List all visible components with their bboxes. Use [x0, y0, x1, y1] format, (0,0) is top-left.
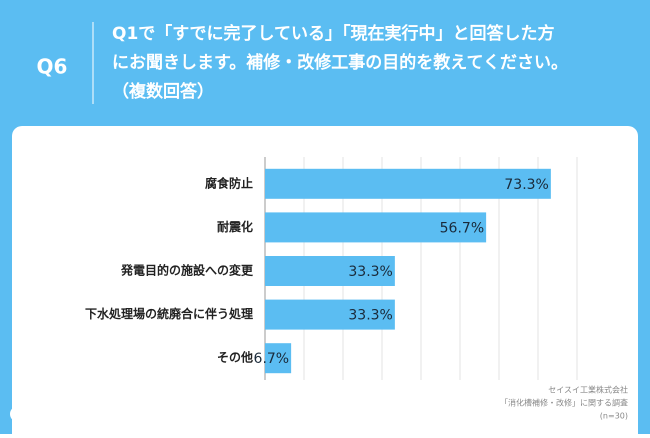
category-label: 腐食防止: [205, 175, 253, 190]
value-label: 33.3%: [348, 264, 392, 280]
title-line: （複数回答）: [112, 81, 214, 102]
value-label: 6.7%: [254, 351, 290, 367]
source: セイスイ工業株式会社「消化槽補修・改修」に関する調査 (n=30): [500, 385, 628, 421]
bar: [265, 299, 395, 330]
value-label: 56.7%: [440, 220, 484, 236]
source-line: (n=30): [600, 412, 628, 421]
source-line: 「消化槽補修・改修」に関する調査: [500, 398, 628, 408]
category-label: 下水処理場の統廃合に伴う処理: [85, 306, 253, 321]
category-label: その他: [217, 350, 253, 365]
value-label: 33.3%: [348, 308, 392, 324]
category-label: 耐震化: [217, 219, 253, 234]
value-label: 73.3%: [504, 177, 548, 193]
category-label: 発電目的の施設への変更: [120, 263, 254, 278]
bar: [265, 256, 395, 286]
title: Q1で「すでに完了している」「現在実行中」と回答した方にお聞きします。補修・改修…: [112, 23, 568, 102]
logo-icon: [10, 406, 26, 422]
logo: リサピー: [30, 407, 82, 422]
bar: [265, 343, 292, 374]
bar: [265, 212, 487, 243]
title-line: Q1で「すでに完了している」「現在実行中」と回答した方: [112, 23, 554, 44]
title-line: にお聞きします。補修・改修工事の目的を教えてください。: [112, 52, 568, 73]
source-line: セイスイ工業株式会社: [548, 385, 628, 395]
chart: 腐食防止 73.3% 耐震化 56.7% 発電目的の施設への変更 33.3% 下水処理場の統…: [85, 157, 578, 380]
bar: [265, 168, 551, 199]
question-label: Q6: [37, 55, 68, 79]
